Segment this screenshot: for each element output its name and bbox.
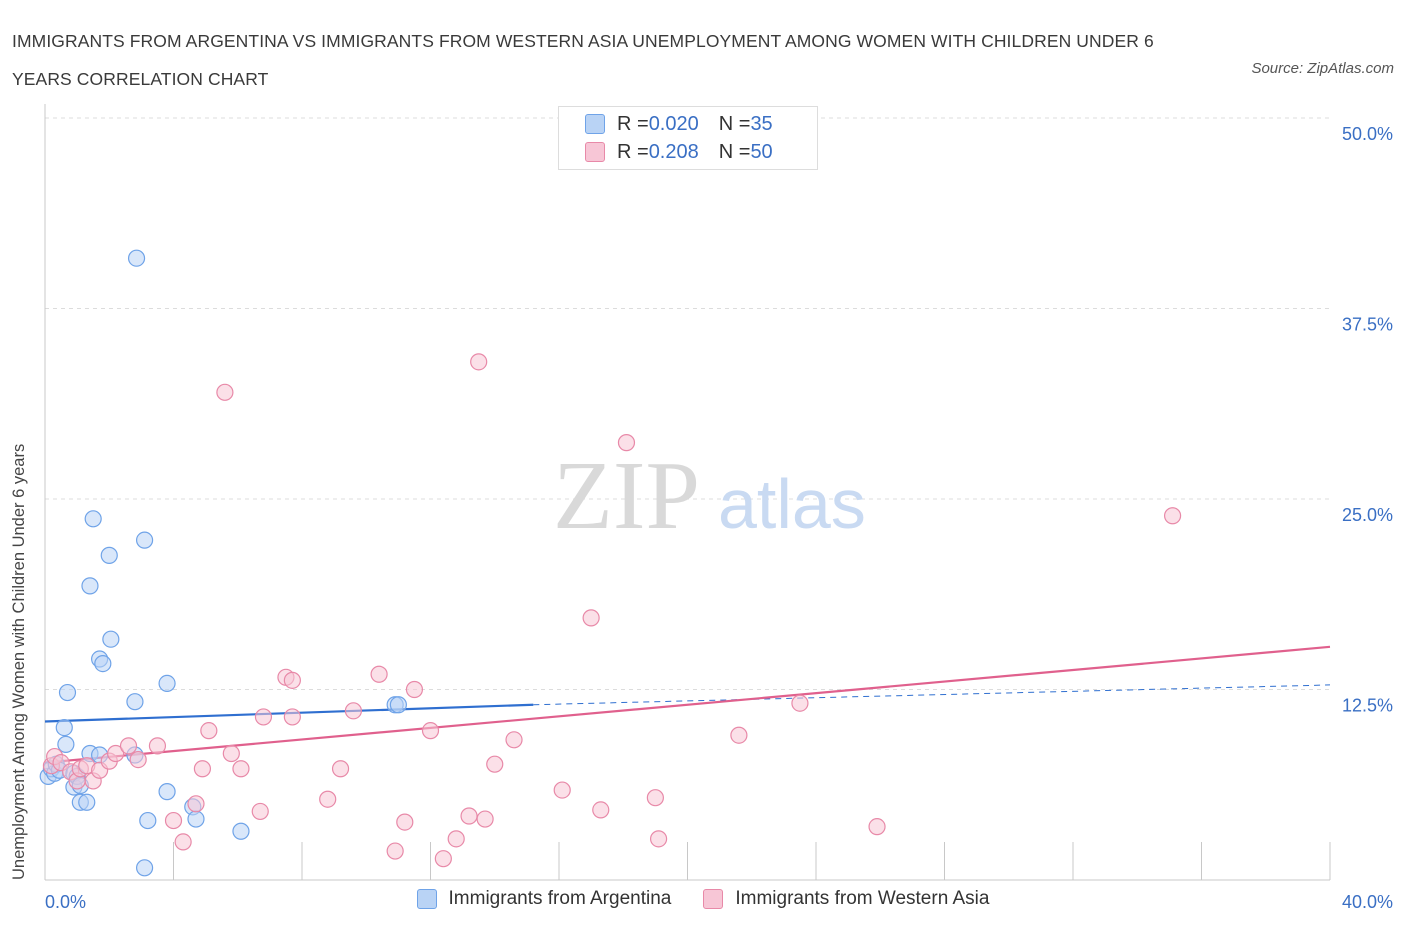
point-western-asia [646,789,664,807]
axes [44,104,1331,881]
point-western-asia [331,760,350,778]
point-western-asia [553,781,571,799]
point-argentina [94,654,112,673]
point-western-asia [386,842,404,860]
point-argentina [139,811,157,830]
point-western-asia [396,813,414,831]
point-argentina [102,630,120,648]
point-argentina [158,783,176,801]
y-tick-label: 25.0% [1342,505,1393,525]
point-western-asia [193,760,212,778]
point-western-asia [222,744,240,763]
point-argentina [58,683,77,702]
x-tick-label-max: 40.0% [1342,892,1393,912]
source-label: Source: ZipAtlas.com [1251,60,1394,77]
trend-line-western-asia [44,645,1331,764]
point-western-asia [164,811,183,830]
legend-row-western-asia: R = 0.208 N = 50 [585,139,773,165]
r-value: 0.208 [648,140,699,163]
point-western-asia [868,818,886,836]
point-western-asia [405,680,424,699]
point-argentina [126,693,144,711]
legend-item-argentina: Immigrants from Argentina [416,888,672,910]
trend-extension-argentina [533,684,1331,706]
series-legend: Immigrants from Argentina Immigrants fro… [0,888,1406,910]
data-points [39,249,1182,877]
point-western-asia [486,755,504,773]
point-western-asia [200,722,218,740]
y-tick-label: 12.5% [1342,696,1393,716]
point-western-asia [505,731,523,749]
point-western-asia [421,722,440,740]
point-western-asia [216,383,234,401]
n-value: 35 [750,112,773,135]
legend-label-argentina: Immigrants from Argentina [448,888,672,909]
point-western-asia [187,795,205,813]
n-label: N = [718,112,751,135]
tick-labels: 12.5% 25.0% 37.5% 50.0% 0.0% 40.0% [45,124,1393,912]
point-western-asia [129,751,147,769]
n-label: N = [718,140,751,163]
point-argentina [135,531,154,549]
point-western-asia [319,790,337,808]
point-western-asia [434,850,452,868]
point-western-asia [148,737,167,755]
legend-swatch-blue [416,889,437,909]
point-western-asia [283,708,301,726]
point-western-asia [617,434,636,452]
legend-swatch-pink [585,142,605,162]
point-argentina [135,859,154,877]
point-western-asia [582,609,600,627]
correlation-legend: R = 0.020 N = 35 R = 0.208 N = 50 [558,106,818,170]
point-western-asia [1163,507,1182,525]
y-tick-label: 50.0% [1342,124,1393,144]
legend-swatch-blue [585,114,605,134]
r-value: 0.020 [648,112,699,135]
point-argentina [232,822,250,840]
point-western-asia [476,810,494,828]
r-label: R = [617,140,649,163]
point-argentina [84,510,102,528]
point-western-asia [791,694,809,712]
legend-label-western-asia: Immigrants from Western Asia [735,888,990,909]
point-argentina [81,577,99,595]
point-western-asia [344,702,362,720]
point-western-asia [470,353,488,371]
point-western-asia [447,830,465,848]
watermark-zip: ZIP [553,442,700,550]
point-argentina [100,546,118,564]
y-tick-label: 37.5% [1342,315,1393,335]
watermark: ZIP atlas [553,442,866,550]
trend-lines [44,645,1331,764]
point-argentina [127,249,146,267]
x-tick-label-min: 0.0% [45,892,86,912]
point-western-asia [370,665,388,683]
legend-swatch-pink [703,889,724,909]
point-western-asia [649,830,668,848]
chart-title: IMMIGRANTS FROM ARGENTINA VS IMMIGRANTS … [12,31,1154,89]
legend-row-argentina: R = 0.020 N = 35 [585,111,773,137]
point-western-asia [107,744,125,763]
point-argentina [55,718,73,737]
point-argentina [389,696,407,714]
point-western-asia [592,801,610,819]
point-argentina [158,674,176,693]
r-label: R = [617,112,649,135]
legend-item-western-asia: Immigrants from Western Asia [703,888,989,910]
point-argentina [78,793,96,811]
point-western-asia [119,737,138,755]
watermark-atlas: atlas [718,465,866,543]
n-value: 50 [750,140,773,163]
point-western-asia [730,726,748,744]
point-argentina [187,810,205,828]
point-western-asia [283,671,301,689]
point-western-asia [254,708,273,726]
point-western-asia [460,807,478,825]
point-western-asia [232,760,250,778]
point-argentina [57,735,75,753]
grid-lines [45,117,1330,690]
point-western-asia [251,802,269,821]
point-western-asia [174,833,192,851]
